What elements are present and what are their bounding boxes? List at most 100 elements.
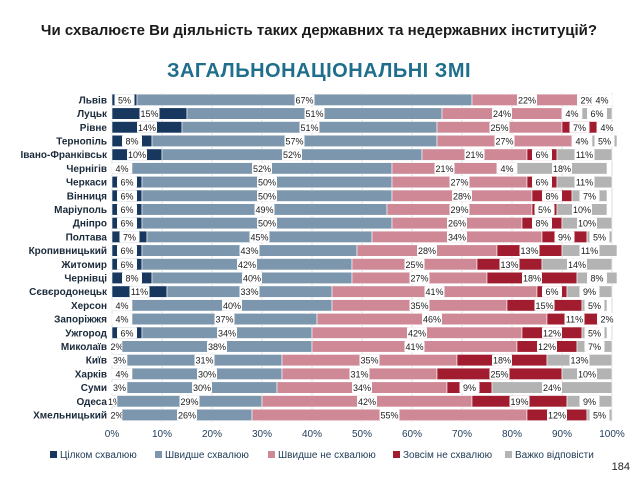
- x-tick-label: 30%: [252, 429, 272, 440]
- data-label-box: [357, 395, 377, 407]
- data-label-box: [449, 203, 470, 215]
- data-label-box: [112, 368, 132, 380]
- data-label-box: [589, 231, 610, 243]
- data-label: 28%: [453, 191, 471, 201]
- data-label-box: [492, 354, 512, 366]
- category-label: Київ: [86, 356, 107, 367]
- data-label: 45%: [250, 232, 268, 242]
- data-label-box: [409, 299, 430, 311]
- data-label-box: [464, 149, 485, 161]
- data-label-box: [129, 286, 150, 298]
- data-label: 5%: [593, 232, 606, 242]
- data-label-box: [404, 340, 425, 352]
- data-label-box: [574, 176, 595, 188]
- data-label: 4%: [575, 136, 588, 146]
- data-label: 26%: [178, 410, 196, 420]
- data-label: 13%: [520, 246, 538, 256]
- data-label-box: [117, 327, 137, 339]
- legend-swatch: [50, 451, 57, 458]
- data-label-box: [459, 382, 480, 394]
- data-label: 67%: [295, 95, 313, 105]
- data-label: 34%: [448, 232, 466, 242]
- data-label: 30%: [198, 369, 216, 379]
- data-label-box: [542, 190, 562, 202]
- data-label: 10%: [578, 369, 596, 379]
- data-label: 21%: [435, 164, 453, 174]
- data-label: 11%: [576, 178, 593, 188]
- data-label-box: [112, 162, 132, 174]
- data-label: 31%: [350, 369, 368, 379]
- data-label: 11%: [576, 150, 593, 160]
- data-label-box: [177, 409, 197, 421]
- data-label-box: [237, 258, 257, 270]
- data-label-box: [492, 108, 512, 120]
- data-label: 10%: [578, 219, 596, 229]
- data-label-box: [532, 217, 552, 229]
- data-label: 6%: [120, 178, 133, 188]
- data-label: 26%: [448, 219, 466, 229]
- data-label-box: [532, 176, 552, 188]
- data-label-box: [499, 258, 520, 270]
- data-label: 41%: [425, 287, 443, 297]
- data-label: 31%: [195, 356, 213, 366]
- data-label-box: [587, 108, 607, 120]
- data-label: 49%: [255, 205, 273, 215]
- x-tick-label: 10%: [152, 429, 172, 440]
- data-label-box: [109, 382, 130, 394]
- x-tick-label: 0%: [105, 429, 120, 440]
- data-label-box: [407, 327, 427, 339]
- data-label: 15%: [140, 109, 158, 119]
- data-label-box: [534, 203, 555, 215]
- data-label: 21%: [465, 150, 483, 160]
- data-label: 11%: [131, 287, 148, 297]
- data-label: 3%: [113, 356, 126, 366]
- data-label-box: [112, 313, 132, 325]
- data-label-box: [179, 395, 200, 407]
- legend-label: Цілком схвалюю: [60, 450, 137, 461]
- data-label-box: [517, 94, 537, 106]
- data-label: 52%: [283, 150, 301, 160]
- data-label-box: [117, 190, 137, 202]
- data-label: 10%: [573, 205, 591, 215]
- data-label: 25%: [405, 260, 423, 270]
- data-label: 5%: [588, 301, 601, 311]
- data-label-box: [192, 382, 212, 394]
- data-label: 3%: [113, 383, 126, 393]
- data-label: 13%: [500, 260, 518, 270]
- data-label: 4%: [115, 315, 128, 325]
- data-label-box: [577, 217, 597, 229]
- category-label: Івано-Франківськ: [21, 150, 108, 161]
- data-label-box: [242, 272, 262, 284]
- data-label: 50%: [258, 219, 276, 229]
- data-label: 8%: [535, 219, 548, 229]
- legend-label: Важко відповісти: [515, 450, 594, 461]
- data-label: 4%: [115, 301, 128, 311]
- data-label: 8%: [545, 191, 558, 201]
- data-label-box: [119, 231, 140, 243]
- data-label: 41%: [405, 342, 423, 352]
- data-label: 12%: [538, 342, 556, 352]
- data-label-box: [352, 382, 372, 394]
- data-label-box: [109, 354, 130, 366]
- data-label-box: [417, 245, 437, 257]
- bars: 5% 67% 22% 2% 4%15% 51% 24% 4% 6%14% 51% 25% 7% 4%8%…: [104, 93, 618, 422]
- category-label: Кропивницький: [29, 246, 107, 257]
- data-label-box: [117, 217, 137, 229]
- data-label: 11%: [581, 246, 598, 256]
- data-label-box: [592, 94, 612, 106]
- data-label: 2%: [600, 315, 613, 325]
- data-label: 6%: [120, 246, 133, 256]
- data-label: 18%: [493, 356, 511, 366]
- grid-lines: [111, 93, 613, 422]
- data-label-box: [117, 203, 137, 215]
- data-label-box: [532, 149, 552, 161]
- data-label-box: [584, 340, 605, 352]
- category-label: Миколаїв: [61, 342, 107, 353]
- data-label-box: [257, 190, 277, 202]
- data-label: 6%: [545, 287, 558, 297]
- data-label-box: [577, 368, 597, 380]
- data-label-box: [597, 121, 617, 133]
- data-label: 34%: [218, 328, 236, 338]
- data-label-box: [114, 94, 135, 106]
- data-label-box: [117, 258, 137, 270]
